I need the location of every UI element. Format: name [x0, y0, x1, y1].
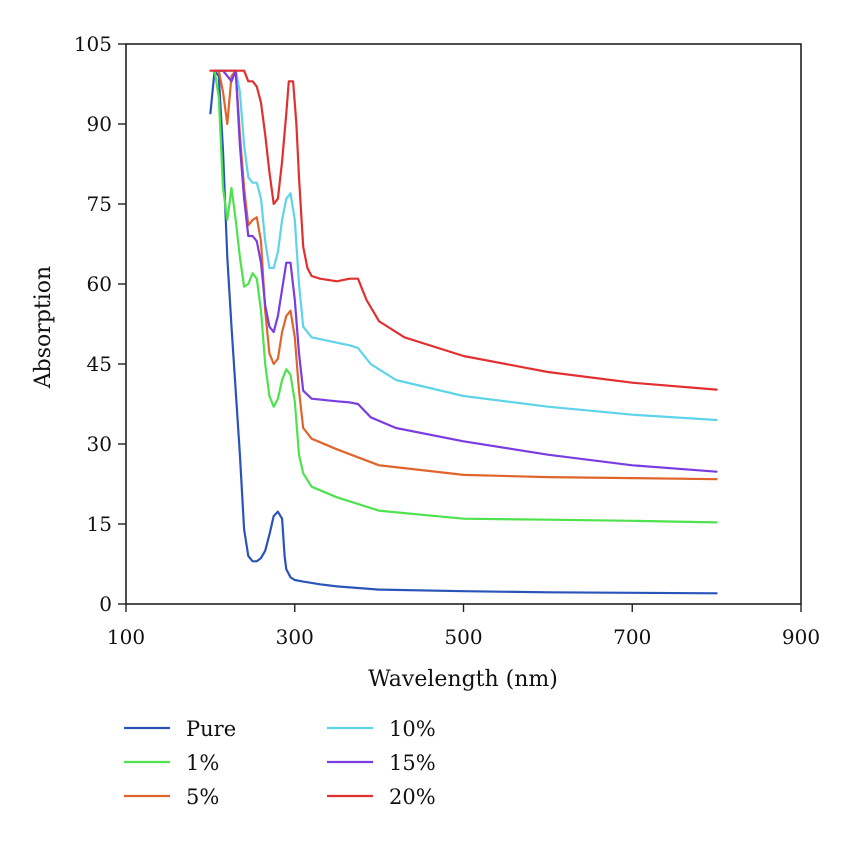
plot-frame	[125, 43, 802, 605]
y-tick-label: 90	[87, 112, 112, 136]
y-tick-label: 15	[87, 512, 112, 536]
y-axis-ticks: 0 15 30 45 60 75 90 105	[74, 32, 126, 616]
series-line-15pct	[213, 69, 718, 473]
legend-label-1pct: 1%	[186, 751, 219, 775]
x-tick-label: 900	[782, 625, 820, 649]
y-tick-label: 60	[87, 272, 112, 296]
x-tick-label: 300	[276, 625, 314, 649]
y-tick-label: 0	[99, 592, 112, 616]
y-tick-label: 45	[87, 352, 112, 376]
y-axis-title: Absorption	[31, 266, 56, 389]
legend: Pure 1% 5% 10% 15% 20%	[124, 717, 436, 809]
series-line-1pct	[213, 69, 718, 524]
y-tick-label: 105	[74, 32, 112, 56]
x-tick-label: 100	[107, 625, 145, 649]
x-axis-title: Wavelength (nm)	[368, 667, 558, 692]
x-tick-label: 500	[444, 625, 482, 649]
legend-label-20pct: 20%	[389, 785, 436, 809]
legend-label-15pct: 15%	[389, 751, 436, 775]
x-axis-ticks: 100 300 500 700 900	[107, 604, 820, 649]
legend-label-10pct: 10%	[389, 717, 436, 741]
series-line-20pct	[209, 69, 718, 391]
x-tick-label: 700	[613, 625, 651, 649]
y-tick-label: 30	[87, 432, 112, 456]
y-tick-label: 75	[87, 192, 112, 216]
legend-label-pure: Pure	[186, 717, 236, 741]
legend-label-5pct: 5%	[186, 785, 219, 809]
series-line-5pct	[213, 69, 718, 481]
series-line-10pct	[213, 69, 718, 422]
series-line-pure	[209, 69, 718, 595]
series-layer	[209, 69, 718, 595]
